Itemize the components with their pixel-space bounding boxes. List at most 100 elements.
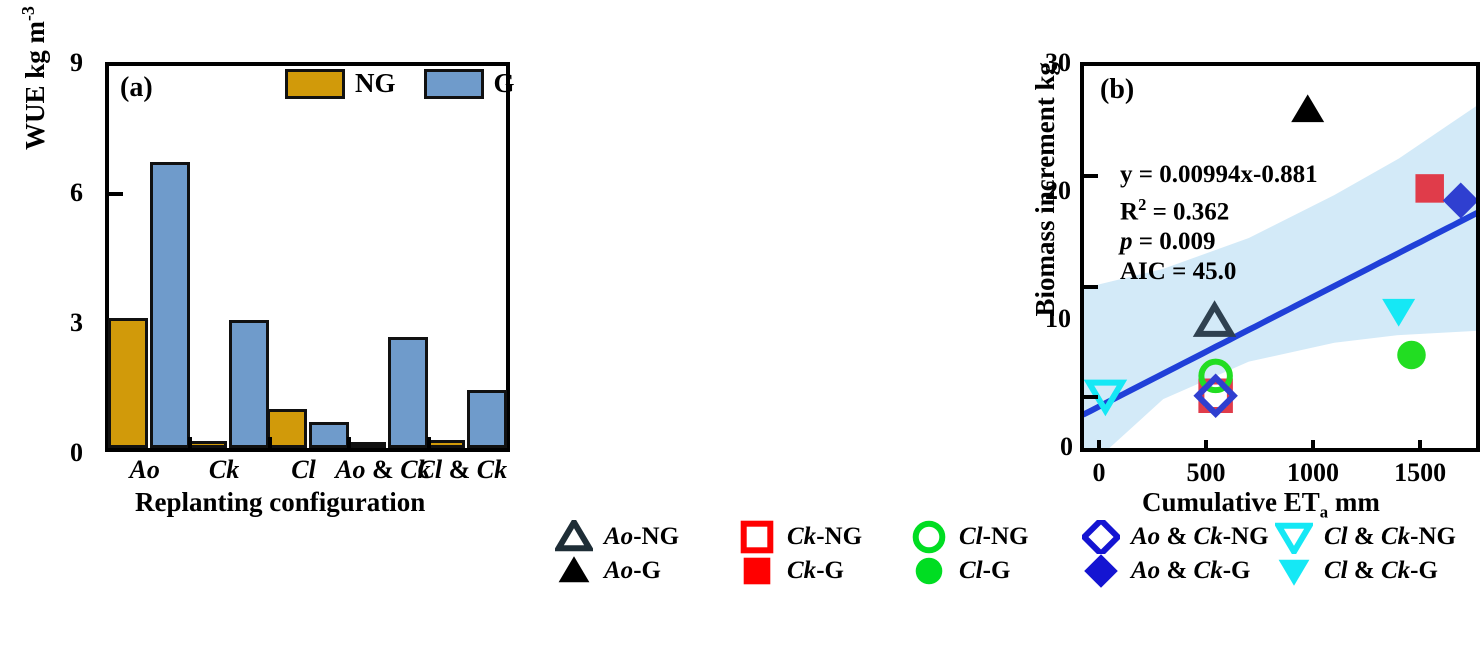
panel-b-plot-area xyxy=(1080,62,1480,452)
panel-a-bar-ao-g xyxy=(149,161,190,448)
panel-b-tag: (b) xyxy=(1100,74,1135,105)
panel-a-bar-aock-ng xyxy=(345,442,386,448)
legend-item-ckg[interactable]: Ck-G xyxy=(738,554,862,588)
b-point-ao-g xyxy=(1291,94,1325,123)
b-xtick-3: 1500 xyxy=(1394,458,1447,487)
b-xtick-2: 1000 xyxy=(1287,458,1340,487)
panel-b: Biomass increment kg 30 20 10 0 y = 0.00… xyxy=(520,0,1480,521)
panel-a: WUE kg m-3 9 6 3 0 Ao Ck Cl Ao & Ck Cl & Ck … xyxy=(0,0,520,520)
legend-marker-triangle-down-open-icon xyxy=(1273,520,1315,558)
panel-a-plot-area xyxy=(105,62,510,452)
b-point-cl-ck-g xyxy=(1382,298,1416,327)
legend-item-cl-ckng[interactable]: Cl & Ck-NG xyxy=(1273,520,1456,558)
panel-a-bar-cl-g xyxy=(308,421,349,448)
b-ytickmark-2 xyxy=(1084,174,1098,179)
panel-a-bars xyxy=(107,66,508,448)
panel-a-xtickmark-2 xyxy=(267,437,272,448)
legend-item-cl-ckg[interactable]: Cl & Ck-G xyxy=(1275,554,1456,588)
panel-b-ytick-10: 10 xyxy=(1045,304,1071,333)
panel-a-bar-clck-ng xyxy=(425,440,466,448)
panel-b-x-axis-label: Cumulative ETa mm xyxy=(1142,487,1380,522)
b-xtick-0: 0 xyxy=(1092,458,1106,487)
panel-a-tag: (a) xyxy=(120,72,153,103)
panel-a-xtickmark-4 xyxy=(426,437,431,448)
b-xtick-1: 500 xyxy=(1186,458,1226,487)
legend-label: Cl & Ck-NG xyxy=(1324,523,1456,550)
legend-swatch-g xyxy=(423,68,484,99)
panel-b-ytick-0: 0 xyxy=(1060,432,1073,461)
legend-item-clg[interactable]: Cl-G xyxy=(910,554,1028,588)
legend-item-aog[interactable]: Ao-G xyxy=(555,554,679,588)
legend-marker-circle-open-icon xyxy=(910,520,948,554)
panel-a-category-1: Ck xyxy=(208,455,240,484)
panel-a-bar-ao-ng xyxy=(107,317,148,448)
panel-c: Biomass increment kg 30 20 10 0 y = -163… xyxy=(980,0,1484,520)
legend-label-ng: NG xyxy=(355,68,396,98)
panel-b-ytick-30: 30 xyxy=(1045,48,1071,77)
panel-a-category-0: Ao xyxy=(129,455,160,484)
panel-a-legend: NG G xyxy=(285,68,515,99)
legend-label: Ck-G xyxy=(787,557,844,584)
legend-label: Ao & Ck-NG xyxy=(1131,523,1269,550)
panel-a-ytick-6: 6 xyxy=(70,178,83,207)
b-xtickmark-2 xyxy=(1311,440,1316,452)
panel-a-y-axis-label-exponent: -3 xyxy=(18,6,38,21)
panel-a-y-axis-label-text: WUE kg m xyxy=(20,20,50,150)
panel-b-svg xyxy=(1084,94,1476,448)
legend-label-g: G xyxy=(493,68,515,98)
legend-marker-triangle-up-filled-icon xyxy=(555,554,593,588)
legend-label: Ck-NG xyxy=(787,523,863,550)
panel-a-bar-ck-ng xyxy=(187,440,228,448)
panel-b-annotations: y = 0.00994x-0.881 R2 = 0.362 p = 0.009 … xyxy=(1120,160,1318,287)
legend-label: Cl-NG xyxy=(959,523,1029,550)
panel-a-category-3: Ao & Ck xyxy=(335,455,431,484)
legend-column-0: Ao-NG Ao-G xyxy=(553,516,680,588)
legend-column-3: Ao & Ck-NG Ao & Ck-G xyxy=(1079,515,1269,588)
legend-label: Ao-NG xyxy=(604,523,680,550)
legend-label: Cl & Ck-G xyxy=(1324,557,1438,584)
legend-item-ao-ckg[interactable]: Ao & Ck-G xyxy=(1082,554,1269,588)
legend-column-1: Ck-NG Ck-G xyxy=(738,520,862,588)
panel-a-ytick-3: 3 xyxy=(70,308,83,337)
legend-item-ao-ckng[interactable]: Ao & Ck-NG xyxy=(1079,515,1269,559)
panel-a-category-2: Cl xyxy=(291,455,316,484)
b-fit-line xyxy=(1084,210,1476,418)
panel-a-category-4: Cl & Ck xyxy=(417,455,508,484)
panel-a-ytick-0: 0 xyxy=(70,438,83,467)
b-point-ck-g xyxy=(1415,174,1444,203)
legend-item-aong[interactable]: Ao-NG xyxy=(553,516,680,554)
legend-column-4: Cl & Ck-NG Cl & Ck-G xyxy=(1273,520,1456,588)
panel-b-pvalue: p = 0.009 xyxy=(1120,228,1216,256)
panel-b-equation: y = 0.00994x-0.881 xyxy=(1120,161,1318,188)
panel-a-xtickmark-1 xyxy=(188,437,193,448)
legend-marker-square-open-icon xyxy=(738,520,776,554)
panel-a-bar-ck-g xyxy=(229,319,270,448)
panel-a-ytick-9: 9 xyxy=(70,48,83,77)
legend-swatch-ng xyxy=(285,68,345,99)
b-ytickmark-1 xyxy=(1084,284,1098,289)
legend-label: Ao & Ck-G xyxy=(1131,557,1251,584)
panel-a-xtickmark-3 xyxy=(347,437,352,448)
panel-a-bar-clck-g xyxy=(467,389,508,448)
legend-label: Ao-G xyxy=(604,557,661,584)
b-point-cl-g xyxy=(1397,340,1426,370)
legend-item-ckng[interactable]: Ck-NG xyxy=(738,520,862,554)
legend-marker-diamond-open-icon xyxy=(1079,515,1123,559)
b-xtickmark-1 xyxy=(1204,440,1208,452)
panel-b-ytick-20: 20 xyxy=(1045,176,1071,205)
legend-item-clng[interactable]: Cl-NG xyxy=(910,520,1028,554)
legend-marker-square-filled-icon xyxy=(738,554,776,588)
b-xtickmark-0 xyxy=(1096,440,1101,452)
legend-column-2: Cl-NG Cl-G xyxy=(910,520,1028,588)
panel-a-y-axis-label: WUE kg m-3 xyxy=(18,6,51,150)
b-ytickmark-0 xyxy=(1084,394,1098,399)
panel-a-bar-cl-ng xyxy=(266,408,307,448)
b-xtickmark-3 xyxy=(1418,440,1423,452)
legend-marker-triangle-down-filled-icon xyxy=(1275,554,1313,588)
legend-label: Cl-G xyxy=(959,557,1011,584)
legend-marker-triangle-up-open-icon xyxy=(553,516,595,554)
panel-a-x-axis-label: Replanting configuration xyxy=(135,487,426,517)
panel-a-ytickmark-6 xyxy=(109,192,123,196)
b-point-ao-ng xyxy=(1192,300,1237,337)
